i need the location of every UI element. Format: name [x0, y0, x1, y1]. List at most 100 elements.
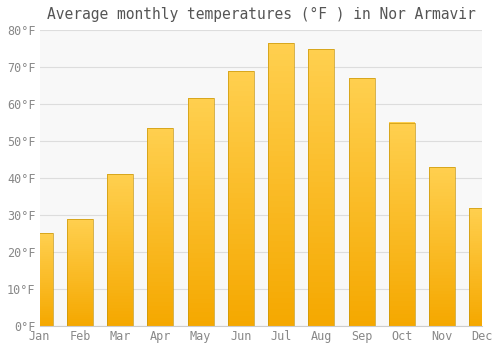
Bar	[228, 76, 254, 81]
Bar	[429, 237, 455, 240]
Bar	[228, 244, 254, 249]
Bar	[67, 304, 93, 307]
Bar	[148, 243, 174, 247]
Bar	[148, 239, 174, 243]
Bar	[228, 254, 254, 260]
Bar	[148, 132, 174, 136]
Bar	[429, 294, 455, 297]
Bar	[389, 139, 415, 143]
Bar	[26, 245, 52, 246]
Bar	[308, 281, 334, 287]
Bar	[148, 148, 174, 152]
Bar	[188, 103, 214, 107]
Bar	[308, 204, 334, 209]
Bar	[26, 241, 52, 243]
Bar	[148, 310, 174, 314]
Bar	[188, 317, 214, 321]
Bar	[26, 294, 52, 296]
Bar	[308, 287, 334, 293]
Bar	[429, 262, 455, 265]
Bar	[148, 219, 174, 223]
Bar	[67, 309, 93, 311]
Bar	[429, 278, 455, 281]
Bar	[67, 219, 93, 326]
Bar	[268, 105, 294, 111]
Bar	[348, 138, 374, 142]
Bar	[26, 233, 52, 326]
Bar	[389, 131, 415, 135]
Bar	[188, 180, 214, 185]
Bar	[228, 96, 254, 102]
Bar	[348, 197, 374, 202]
Bar	[389, 257, 415, 261]
Bar	[26, 278, 52, 280]
Bar	[228, 86, 254, 91]
Bar	[148, 298, 174, 302]
Bar	[107, 183, 133, 187]
Bar	[148, 282, 174, 286]
Bar	[67, 229, 93, 231]
Bar	[228, 193, 254, 198]
Bar	[26, 317, 52, 318]
Bar	[470, 295, 496, 298]
Bar	[67, 261, 93, 264]
Bar	[348, 158, 374, 162]
Bar	[148, 160, 174, 164]
Bar	[470, 208, 496, 210]
Bar	[470, 286, 496, 288]
Bar	[429, 243, 455, 246]
Bar	[188, 248, 214, 253]
Bar	[67, 225, 93, 227]
Bar	[348, 98, 374, 103]
Bar	[308, 49, 334, 326]
Bar	[148, 286, 174, 290]
Bar	[308, 115, 334, 121]
Bar	[228, 300, 254, 306]
Bar	[107, 314, 133, 317]
Bar	[389, 261, 415, 265]
Bar	[188, 217, 214, 221]
Bar	[67, 274, 93, 277]
Bar	[389, 122, 415, 127]
Bar	[308, 226, 334, 232]
Bar	[148, 207, 174, 211]
Bar	[429, 256, 455, 259]
Bar	[148, 172, 174, 176]
Bar	[348, 93, 374, 98]
Bar	[26, 289, 52, 291]
Bar	[67, 298, 93, 300]
Bar	[148, 290, 174, 294]
Bar	[148, 227, 174, 231]
Bar	[389, 143, 415, 147]
Bar	[228, 147, 254, 152]
Bar	[268, 258, 294, 264]
Bar	[429, 211, 455, 215]
Bar	[26, 302, 52, 304]
Bar	[107, 220, 133, 223]
Bar	[228, 306, 254, 310]
Bar	[107, 265, 133, 268]
Bar	[67, 268, 93, 270]
Bar	[26, 306, 52, 307]
Bar	[107, 247, 133, 250]
Bar	[188, 308, 214, 312]
Bar	[268, 43, 294, 326]
Bar	[429, 202, 455, 205]
Bar	[268, 88, 294, 94]
Bar	[389, 216, 415, 220]
Bar	[26, 267, 52, 268]
Bar	[107, 295, 133, 299]
Bar	[26, 261, 52, 263]
Bar	[348, 113, 374, 118]
Bar	[308, 276, 334, 281]
Bar	[389, 183, 415, 188]
Bar	[308, 232, 334, 237]
Bar	[308, 309, 334, 315]
Bar	[26, 320, 52, 322]
Bar	[348, 261, 374, 266]
Bar	[228, 81, 254, 86]
Bar	[228, 152, 254, 158]
Bar	[348, 276, 374, 281]
Bar	[268, 117, 294, 122]
Bar	[268, 196, 294, 201]
